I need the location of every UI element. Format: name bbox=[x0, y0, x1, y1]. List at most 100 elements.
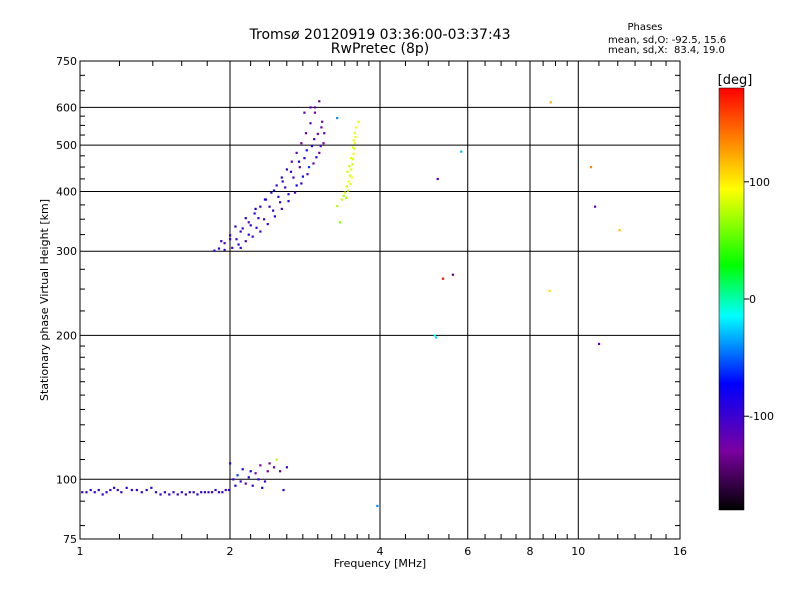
data-point bbox=[223, 242, 226, 245]
data-point bbox=[313, 106, 317, 109]
data-point bbox=[347, 180, 350, 183]
data-point bbox=[257, 217, 260, 220]
data-point bbox=[145, 488, 148, 492]
data-point bbox=[176, 493, 179, 496]
data-point bbox=[254, 472, 257, 475]
data-point bbox=[348, 174, 352, 177]
y-tick-label: 750 bbox=[56, 55, 77, 68]
gridlines bbox=[80, 61, 680, 539]
data-point bbox=[236, 474, 239, 477]
chart-subtitle: RwPretec (8p) bbox=[331, 41, 429, 57]
data-point bbox=[345, 196, 348, 200]
data-point bbox=[292, 176, 295, 179]
data-point bbox=[282, 488, 285, 492]
data-point bbox=[109, 488, 112, 492]
data-point bbox=[229, 234, 232, 237]
data-point bbox=[300, 182, 303, 185]
data-point bbox=[273, 215, 276, 218]
data-point bbox=[338, 221, 341, 224]
data-point bbox=[285, 466, 288, 469]
data-point bbox=[346, 189, 350, 192]
data-point bbox=[279, 201, 282, 204]
data-point bbox=[297, 160, 301, 163]
colorbar bbox=[718, 87, 745, 511]
y-tick-label: 500 bbox=[56, 139, 77, 152]
data-point bbox=[322, 142, 325, 145]
y-tick-label: 300 bbox=[56, 245, 77, 258]
data-point bbox=[163, 491, 167, 494]
data-point bbox=[224, 488, 227, 492]
series-f-layer-o-mode-trace bbox=[213, 100, 326, 252]
data-point bbox=[262, 218, 266, 221]
data-point bbox=[351, 163, 354, 166]
data-point bbox=[261, 486, 264, 489]
stats-o-mode: mean, sd,O: -92.5, 15.6 bbox=[608, 35, 726, 46]
data-point bbox=[275, 184, 278, 187]
data-point bbox=[280, 207, 283, 211]
y-tick-label: 600 bbox=[56, 101, 77, 114]
data-point bbox=[120, 491, 123, 494]
data-point bbox=[343, 191, 347, 194]
y-tick-labels: 75 100 200 300 400 500 600 750 bbox=[56, 55, 77, 546]
x-tick-label: 10 bbox=[571, 545, 585, 558]
data-point bbox=[101, 493, 104, 496]
data-point bbox=[112, 486, 116, 489]
data-points bbox=[81, 100, 621, 508]
x-tick-labels: 1 2 4 6 8 10 16 bbox=[77, 545, 688, 558]
data-point bbox=[460, 150, 463, 153]
data-point bbox=[254, 207, 257, 211]
data-point bbox=[150, 486, 153, 489]
data-point bbox=[229, 238, 232, 241]
data-point bbox=[239, 230, 242, 233]
x-tick-label: 1 bbox=[77, 545, 84, 558]
data-point bbox=[346, 170, 349, 173]
data-point bbox=[247, 476, 250, 479]
stats-heading: Phases bbox=[627, 22, 662, 33]
data-point bbox=[263, 480, 267, 483]
data-point bbox=[451, 273, 455, 276]
data-point bbox=[313, 138, 316, 141]
data-point bbox=[257, 478, 260, 481]
data-point bbox=[223, 248, 226, 252]
y-axis-label: Stationary phase Virtual Height [km] bbox=[38, 199, 51, 401]
data-point bbox=[279, 470, 282, 473]
x-tick-label: 16 bbox=[673, 545, 687, 558]
data-point bbox=[350, 176, 353, 179]
series-f-layer-x-mode-trace bbox=[336, 120, 360, 224]
data-point bbox=[353, 142, 356, 145]
data-point bbox=[207, 491, 210, 494]
data-point bbox=[345, 185, 348, 188]
data-point bbox=[130, 488, 133, 492]
data-point bbox=[227, 488, 231, 492]
data-point bbox=[217, 491, 221, 494]
data-point bbox=[253, 212, 256, 215]
data-point bbox=[313, 111, 317, 114]
data-point bbox=[309, 122, 312, 125]
data-point bbox=[306, 173, 309, 176]
data-point bbox=[239, 246, 242, 249]
data-point bbox=[272, 209, 275, 212]
data-point bbox=[135, 488, 138, 492]
x-tick-label: 4 bbox=[377, 545, 384, 558]
data-point bbox=[229, 462, 232, 465]
data-point bbox=[289, 170, 293, 173]
x-tick-label: 6 bbox=[464, 545, 471, 558]
data-point bbox=[97, 488, 100, 492]
data-point bbox=[280, 176, 283, 179]
data-point bbox=[310, 145, 314, 148]
data-point bbox=[200, 491, 203, 494]
data-point bbox=[249, 224, 252, 227]
data-point bbox=[295, 151, 298, 154]
data-point bbox=[357, 120, 360, 123]
data-point bbox=[315, 156, 318, 159]
data-point bbox=[618, 229, 621, 232]
data-point bbox=[336, 116, 339, 120]
data-point bbox=[268, 205, 271, 208]
data-point bbox=[235, 238, 238, 241]
data-point bbox=[93, 491, 96, 494]
data-point bbox=[303, 111, 306, 114]
data-point bbox=[192, 491, 195, 494]
data-point bbox=[154, 491, 158, 494]
data-point bbox=[231, 246, 234, 249]
